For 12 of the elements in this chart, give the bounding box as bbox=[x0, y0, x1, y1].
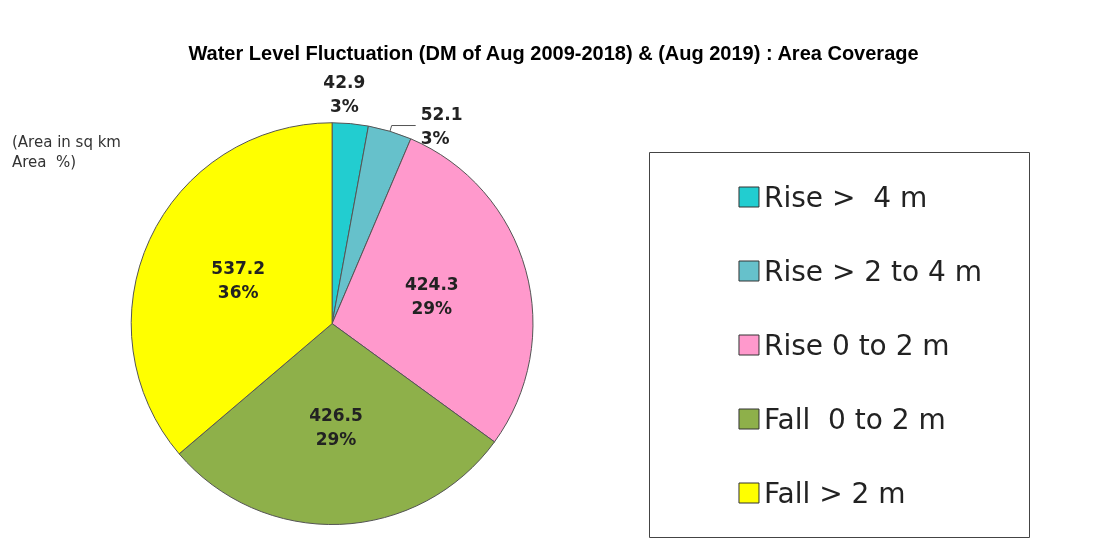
legend-label: Fall 0 to 2 m bbox=[763, 402, 946, 436]
legend-label: Fall > 2 m bbox=[763, 476, 906, 510]
legend-label: Rise > 2 to 4 m bbox=[763, 254, 983, 288]
legend-label: Rise 0 to 2 m bbox=[763, 328, 950, 362]
data-label: 537.2 36% bbox=[211, 258, 266, 303]
data-label: 52.1 3% bbox=[420, 103, 463, 148]
data-label: 426.5 29% bbox=[309, 405, 363, 450]
chart-title: Water Level Fluctuation (DM of Aug 2009-2018) & (Aug 2019) : Area Coverage bbox=[188, 42, 919, 64]
data-label: 424.3 29% bbox=[404, 274, 459, 319]
text: (Area in sq km Area %) bbox=[12, 133, 121, 171]
data-label: 42.9 3% bbox=[323, 71, 366, 116]
legend-label: Rise > 4 m bbox=[763, 180, 928, 214]
